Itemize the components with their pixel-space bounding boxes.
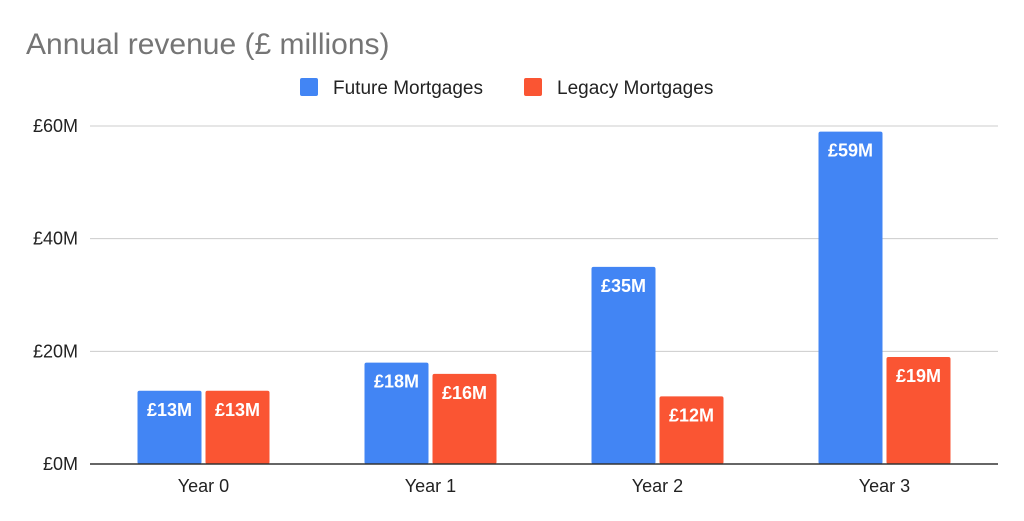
x-tick-label: Year 2: [632, 476, 683, 496]
x-tick-label: Year 3: [859, 476, 910, 496]
y-tick-label: £20M: [33, 341, 78, 361]
data-label: £19M: [896, 366, 941, 386]
bar-legacy: [205, 390, 270, 464]
legend-label: Legacy Mortgages: [557, 78, 713, 99]
bar-legacy: [659, 396, 724, 464]
chart-title: Annual revenue (£ millions): [26, 28, 390, 61]
y-tick-label: £0M: [43, 454, 78, 474]
x-tick-label: Year 1: [405, 476, 456, 496]
data-label: £18M: [374, 372, 419, 392]
x-axis: Year 0 Year 1 Year 2 Year 3: [90, 463, 998, 496]
bar-future: [364, 362, 429, 464]
y-tick-label: £60M: [33, 116, 78, 136]
legend: Future Mortgages Legacy Mortgages: [300, 78, 713, 99]
data-label: £16M: [442, 383, 487, 403]
data-label: £59M: [828, 141, 873, 161]
data-label: £12M: [669, 405, 714, 425]
legend-swatch: [300, 78, 318, 96]
data-label: £13M: [147, 400, 192, 420]
y-tick-label: £40M: [33, 229, 78, 249]
y-axis: £0M £20M £40M £60M: [33, 116, 78, 474]
data-label: £13M: [215, 400, 260, 420]
legend-swatch: [524, 78, 542, 96]
bar-legacy: [432, 373, 497, 464]
data-label: £35M: [601, 276, 646, 296]
x-tick-label: Year 0: [178, 476, 229, 496]
bar-legacy: [886, 356, 951, 464]
bar-future: [591, 266, 656, 464]
bars: £13M £13M £18M £16M £35M £12M £59M £19M: [137, 131, 951, 464]
legend-label: Future Mortgages: [333, 78, 483, 99]
bar-future: [818, 131, 883, 464]
bar-future: [137, 390, 202, 464]
